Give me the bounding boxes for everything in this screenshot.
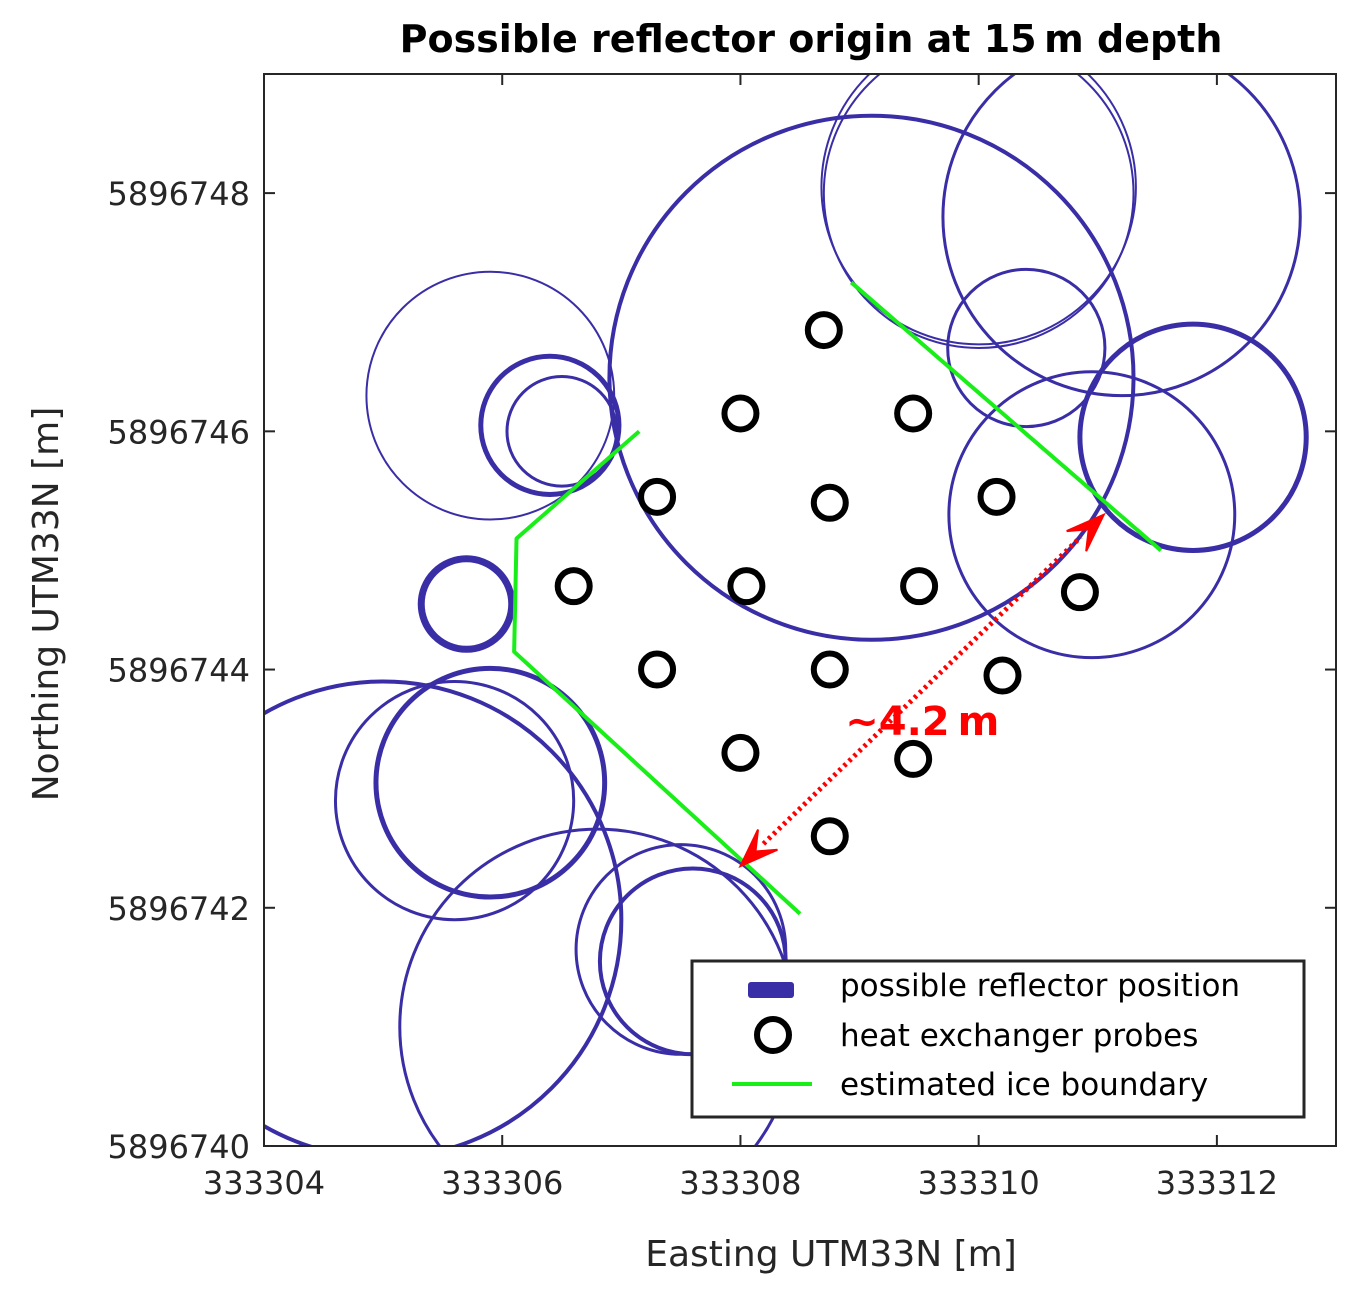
x-tick-label-4: 333312 (1156, 1164, 1278, 1202)
x-tick-label-0: 333304 (203, 1164, 325, 1202)
legend-probe-swatch (754, 1016, 792, 1054)
probe-marker-1 (721, 394, 760, 433)
reflector-circle-12 (941, 74, 1302, 398)
probe-marker-4 (810, 483, 849, 522)
probe-marker-6 (554, 567, 593, 606)
ice-boundary-line-1 (849, 280, 1163, 552)
legend-label-probes: heat exchanger probes (840, 1018, 1198, 1054)
y-tick-label-4: 5896748 (107, 175, 250, 213)
x-tick-label-2: 333308 (679, 1164, 801, 1202)
y-tick-label-1: 5896742 (107, 890, 250, 928)
probe-marker-11 (810, 650, 849, 689)
distance-annotation: ~4.2 m (738, 512, 1106, 869)
reflector-circle-14 (946, 267, 1107, 429)
reflector-circle-1 (478, 353, 622, 497)
axis-ticks: 333304 333306 333308 333310 333312 5896740 589… (107, 74, 1336, 1202)
reflector-circle-10 (822, 74, 1135, 349)
reflector-circle-11 (820, 74, 1137, 346)
plot-frame (263, 73, 1337, 1147)
probe-markers (554, 311, 1099, 856)
ice-boundary-line-0 (512, 429, 802, 916)
reflector-circles (264, 74, 1309, 1146)
probe-marker-7 (727, 567, 766, 606)
legend-reflector-swatch (748, 982, 794, 998)
legend-label-boundary: estimated ice boundary (840, 1067, 1208, 1103)
legend-label-reflector: possible reflector position (840, 968, 1240, 1004)
distance-arrow-head-end (1066, 512, 1106, 552)
reflector-circle-15 (947, 370, 1237, 660)
x-tick-label-3: 333310 (918, 1164, 1040, 1202)
probe-marker-8 (900, 567, 939, 606)
probe-marker-10 (638, 650, 677, 689)
reflector-circle-3 (417, 555, 516, 653)
y-tick-label-0: 5896740 (107, 1128, 250, 1166)
distance-arrow-head-start (738, 829, 778, 869)
reflector-circle-5 (373, 665, 608, 900)
reflector-circle-13 (1077, 321, 1309, 553)
probe-marker-2 (894, 394, 933, 433)
x-axis-label: Easting UTM33N [m] (645, 1234, 1017, 1275)
probe-marker-9 (1060, 573, 1099, 612)
probe-marker-12 (983, 656, 1022, 695)
chart-title: Possible reflector origin at 15 m depth (400, 17, 1223, 61)
reflector-circle-6 (333, 679, 576, 922)
y-tick-label-2: 5896744 (107, 652, 250, 690)
y-axis-label: Northing UTM33N [m] (26, 407, 67, 802)
reflector-circle-16 (607, 113, 1136, 642)
legend: possible reflector position heat exchang… (690, 959, 1306, 1119)
distance-label: ~4.2 m (845, 699, 999, 745)
probe-marker-15 (810, 817, 849, 856)
probe-marker-3 (638, 477, 677, 516)
probe-marker-0 (804, 311, 843, 350)
reflector-circle-4 (264, 679, 624, 1146)
ice-boundary-lines (512, 280, 1163, 916)
probe-marker-5 (977, 477, 1016, 516)
probe-marker-14 (894, 739, 933, 778)
y-tick-label-3: 5896746 (107, 413, 250, 451)
x-tick-label-1: 333306 (441, 1164, 563, 1202)
probe-marker-13 (721, 733, 760, 772)
